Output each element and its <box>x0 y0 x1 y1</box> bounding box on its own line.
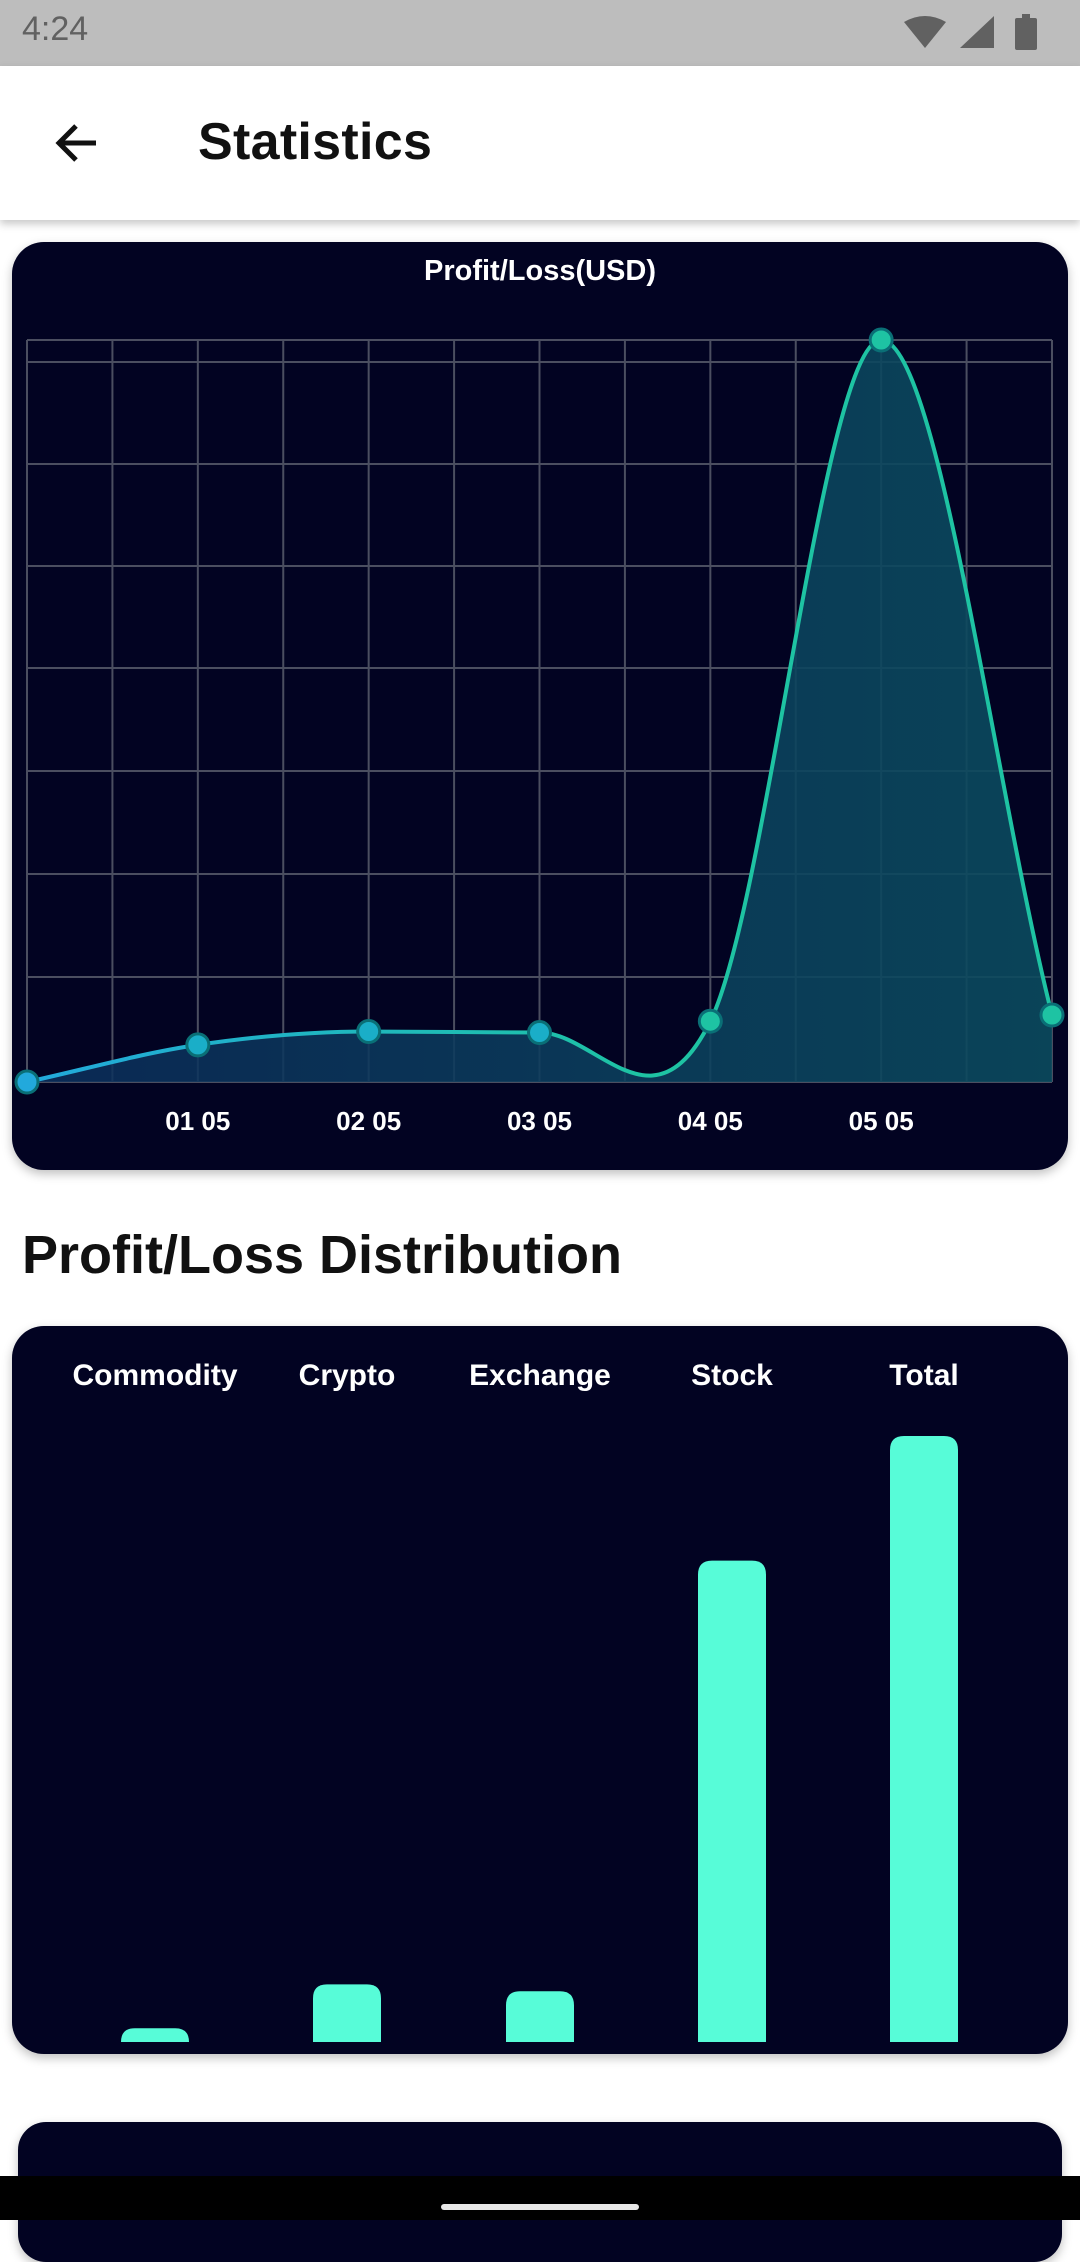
bar-commodity[interactable] <box>121 2028 189 2042</box>
distribution-bar-chart: Commodity Crypto Exchange Stock Total <box>73 1359 959 2042</box>
bars <box>121 1436 958 2042</box>
category-label: Commodity <box>73 1359 238 1392</box>
category-label: Stock <box>691 1359 773 1392</box>
data-point[interactable] <box>14 1069 40 1095</box>
data-point[interactable] <box>868 327 894 353</box>
arrow-left-icon <box>55 124 96 162</box>
app-bar: Statistics <box>0 66 1080 220</box>
data-point[interactable] <box>527 1020 552 1046</box>
bar-stock[interactable] <box>698 1560 766 2042</box>
distribution-chart-card: Commodity Crypto Exchange Stock Total <box>12 1326 1068 2054</box>
navigation-bar <box>0 2176 1080 2220</box>
back-button[interactable] <box>36 102 118 184</box>
profit-loss-area <box>27 340 1052 1082</box>
data-point[interactable] <box>356 1019 382 1045</box>
x-tick-label: 01 05 <box>165 1106 230 1136</box>
distribution-section-title: Profit/Loss Distribution <box>22 1225 622 1285</box>
bar-exchange[interactable] <box>506 1991 574 2042</box>
profit-loss-chart-card: Profit/Loss(USD) 01 05 02 05 03 05 04 05 05 … <box>12 242 1068 1170</box>
data-points <box>14 327 1065 1095</box>
status-bar: 4:24 <box>0 0 1080 66</box>
signal-icon <box>960 16 994 48</box>
home-indicator[interactable] <box>441 2204 639 2210</box>
x-tick-label: 04 05 <box>678 1106 743 1136</box>
x-axis-ticks: 01 05 02 05 03 05 04 05 05 05 <box>165 1106 913 1136</box>
data-point[interactable] <box>185 1032 211 1058</box>
profit-loss-line <box>26 337 1054 1084</box>
wifi-icon <box>904 16 946 48</box>
bar-total[interactable] <box>890 1436 958 2042</box>
x-tick-label: 02 05 <box>336 1106 401 1136</box>
category-labels: Commodity Crypto Exchange Stock Total <box>73 1359 959 1392</box>
category-label: Crypto <box>299 1359 396 1392</box>
data-point[interactable] <box>1039 1002 1065 1028</box>
chart-title: Profit/Loss(USD) <box>424 255 656 287</box>
status-time: 4:24 <box>22 10 89 48</box>
status-icons <box>904 14 1037 50</box>
bar-crypto[interactable] <box>313 1984 381 2042</box>
profit-loss-line-chart: Profit/Loss(USD) 01 05 02 05 03 05 04 05 05 … <box>14 255 1065 1136</box>
battery-icon <box>1015 14 1037 50</box>
data-point[interactable] <box>697 1008 723 1034</box>
category-label: Exchange <box>469 1359 611 1392</box>
x-tick-label: 03 05 <box>507 1106 572 1136</box>
x-tick-label: 05 05 <box>849 1106 914 1136</box>
category-label: Total <box>889 1359 958 1392</box>
page-title: Statistics <box>198 113 433 171</box>
